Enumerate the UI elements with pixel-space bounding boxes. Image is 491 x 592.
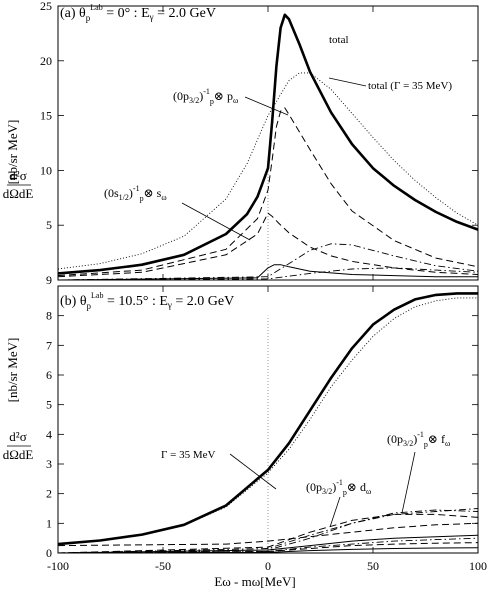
- panel-b: 0 1 2 3 4 5 6 7 8 -100 -50 0 50 100 Γ = 35 MeV (0p3/2)…: [46, 285, 487, 573]
- panel-b-annotations: Γ = 35 MeV (0p3/2)-1p⊗ dω (0p3/2)-1p⊗ fω: [161, 430, 450, 528]
- panel-a-series: [57, 13, 479, 281]
- y-tick-label: 25: [40, 0, 52, 13]
- annotation-d-wave: (0p3/2)-1p⊗ dω: [306, 478, 371, 497]
- x-tick-label: 0: [265, 559, 271, 573]
- y-tick-label: 0: [46, 546, 52, 560]
- panel-b-ylabel-den: dΩdE: [3, 447, 34, 462]
- y-tick-label: 6: [46, 368, 52, 382]
- y-tick-label: 4: [46, 427, 52, 441]
- annotation-p-wave: (0p3/2)-1p⊗ pω: [173, 87, 238, 106]
- x-tick-label: -100: [47, 559, 69, 573]
- x-tick-label: 50: [367, 559, 379, 573]
- annotation-s-wave: (0s1/2)-1p⊗ sω: [104, 184, 167, 203]
- panel-a-ylabel-num: d²σ: [9, 168, 26, 183]
- panel-b-y-label: d²σ dΩdE [nb/sr MeV]: [3, 338, 34, 462]
- panel-a-y-label: d²σ dΩdE [nb/sr MeV]: [3, 120, 34, 201]
- y-tick-label: 20: [40, 54, 52, 68]
- y-tick-label: 2: [46, 487, 52, 501]
- panel-a-annotations: total total (Γ = 35 MeV) (0p3/2)-1p⊗ pω (0s…: [104, 34, 452, 241]
- series-line-s5: [57, 534, 479, 554]
- series-line-s7: [57, 542, 479, 554]
- y-tick-label: 1: [46, 516, 52, 530]
- panel-a: 5 10 15 20 25 9 total total (Γ = 35 MeV) (0p3/2…: [40, 0, 479, 287]
- series-line--0s1-2-p-1-s-: [57, 212, 479, 278]
- annotation-total-gamma: total (Γ = 35 MeV): [368, 80, 452, 92]
- y-tick-label: 5: [46, 398, 52, 412]
- series-line-total: [57, 13, 479, 275]
- series-line-total: [57, 292, 478, 546]
- y-tick-label: 10: [40, 163, 52, 177]
- x-tick-label: -50: [155, 559, 171, 573]
- series-line-small-2: [57, 267, 479, 281]
- annotation-total: total: [329, 34, 349, 46]
- series-line-s6: [57, 537, 479, 554]
- panel-b-ylabel-units: [nb/sr MeV]: [5, 338, 20, 403]
- panel-a-title: (a) θpLab = 0° : Eγ = 2.0 GeV: [60, 3, 216, 23]
- annotation-gamma: Γ = 35 MeV: [161, 449, 215, 461]
- y-tick-label: 3: [46, 457, 52, 471]
- panel-a-frame: [57, 5, 479, 281]
- panel-b-ylabel-num: d²σ: [9, 429, 26, 444]
- annotation-f-wave: (0p3/2)-1p⊗ fω: [387, 430, 450, 449]
- y-tick-label: 8: [46, 309, 52, 323]
- panel-b-series: [57, 292, 479, 554]
- series-line-s3: [57, 508, 479, 554]
- x-tick-label: 100: [469, 559, 487, 573]
- y-tick-label: 7: [46, 338, 52, 352]
- panel-a-ylabel-units: [nb/sr MeV]: [5, 120, 20, 185]
- panel-a-ticks: 5 10 15 20 25 9: [40, 0, 479, 287]
- series-line-d-wave: [57, 513, 479, 554]
- series-line-d-wave: [57, 243, 479, 281]
- panel-b-title: (b) θpLab = 10.5° : Eγ = 2.0 GeV: [60, 291, 234, 311]
- panel-b-ticks: 0 1 2 3 4 5 6 7 8 -100 -50 0 50 100: [46, 286, 487, 573]
- series-line-small-1: [57, 264, 478, 281]
- series-line-s8: [57, 547, 479, 554]
- series-line--0p3-2-p-1-p-: [57, 107, 479, 277]
- series-line-f-wave: [57, 509, 479, 554]
- y-tick-label: 15: [40, 109, 52, 123]
- y-tick-label: 5: [46, 218, 52, 232]
- panel-b-frame: [57, 285, 479, 554]
- y-tick-label: 9: [46, 273, 52, 287]
- x-axis-label: Eω - mω[MeV]: [214, 574, 295, 589]
- series-line--35-mev: [57, 297, 478, 545]
- panel-a-ylabel-den: dΩdE: [3, 186, 34, 201]
- series-line-total-35-mev-: [57, 72, 479, 270]
